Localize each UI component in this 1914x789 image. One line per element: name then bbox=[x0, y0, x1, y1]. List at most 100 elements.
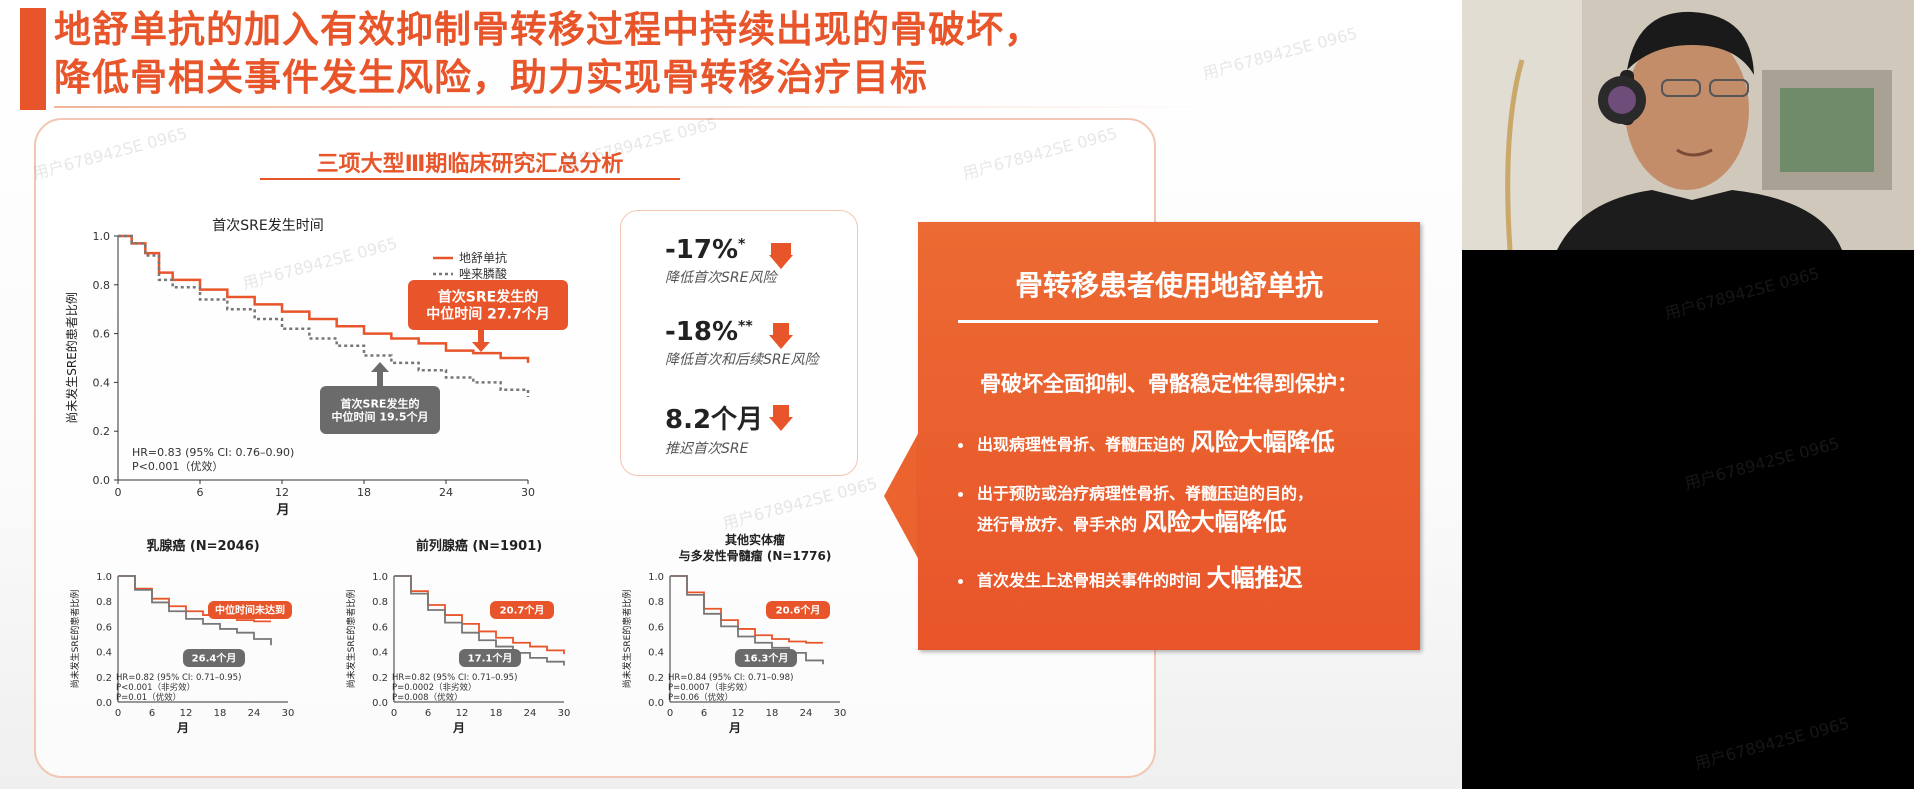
bullet-emphasis: 风险大幅降低 bbox=[1142, 508, 1287, 536]
watermark: 用户678942SE 0965 bbox=[1692, 713, 1852, 774]
x-tick-label: 6 bbox=[425, 708, 431, 719]
y-tick-label: 0.6 bbox=[93, 328, 111, 341]
series-line-denosumab bbox=[118, 575, 271, 623]
series-line-denosumab bbox=[670, 575, 823, 644]
down-arrow-icon bbox=[769, 323, 793, 349]
callout-denosumab-box bbox=[208, 601, 292, 619]
y-tick-label: 1.0 bbox=[93, 230, 111, 243]
stat-desc: 降低首次SRE风险 bbox=[665, 270, 777, 286]
callout-zoledronic-text: 26.4个月 bbox=[192, 652, 237, 665]
p-text: P=0.01（优效） bbox=[116, 692, 181, 703]
down-arrow-icon bbox=[769, 405, 793, 431]
title-accent-bar bbox=[20, 8, 46, 110]
p-text: P<0.001（优效） bbox=[132, 459, 223, 473]
summary-subtitle: 骨破坏全面抑制、骨骼稳定性得到保护： bbox=[980, 372, 1358, 396]
summary-bullet-1: 出现病理性骨折、脊髓压迫的 风险大幅降低 bbox=[958, 428, 1335, 459]
callout-zoledronic-box bbox=[183, 649, 245, 667]
x-tick-label: 24 bbox=[800, 708, 813, 719]
y-tick-label: 0.8 bbox=[372, 597, 388, 608]
webcam-black-area: 用户678942SE 0965 用户678942SE 0965 用户678942… bbox=[1462, 250, 1914, 789]
y-axis-label: 尚未发生SRE的患者比例 bbox=[345, 590, 357, 689]
callout-denosumab-text: 20.6个月 bbox=[776, 604, 821, 617]
bullet-text: 出现病理性骨折、脊髓压迫的 bbox=[977, 435, 1186, 454]
series-line-denosumab bbox=[118, 234, 530, 363]
y-tick-label: 0.0 bbox=[372, 698, 388, 709]
callout-denosumab-text: 中位时间未达到 bbox=[215, 604, 285, 617]
y-axis-label: 尚未发生SRE的患者比例 bbox=[64, 292, 79, 424]
y-tick-label: 0.8 bbox=[96, 597, 112, 608]
chart-title: 乳腺癌 (N=2046) bbox=[146, 538, 259, 554]
chart-title: 首次SRE发生时间 bbox=[212, 218, 323, 234]
legend-label: 地舒单抗 bbox=[459, 250, 507, 265]
callout-denosumab-text: 20.7个月 bbox=[500, 604, 545, 617]
stat-sup: * bbox=[738, 236, 746, 253]
x-tick-label: 0 bbox=[391, 708, 397, 719]
y-tick-label: 1.0 bbox=[648, 572, 664, 583]
callout-arrow bbox=[371, 362, 389, 386]
y-tick-label: 0.6 bbox=[96, 622, 112, 633]
watermark: 用户678942SE 0965 bbox=[1682, 433, 1842, 494]
x-tick-label: 12 bbox=[180, 708, 193, 719]
x-tick-label: 18 bbox=[214, 708, 227, 719]
callout-denosumab-box bbox=[490, 601, 554, 619]
y-tick-label: 0.0 bbox=[96, 698, 112, 709]
breast-cancer-chart: 乳腺癌 (N=2046) 0.0 0.2 0.4 0.6 0.8 1.0 0 6 12 18 24 30… bbox=[69, 538, 294, 735]
y-tick-label: 1.0 bbox=[96, 572, 112, 583]
y-tick-label: 0.6 bbox=[648, 622, 664, 633]
x-tick-label: 30 bbox=[521, 486, 535, 499]
stat-value: -18% bbox=[665, 317, 739, 347]
y-tick-label: 0.0 bbox=[93, 474, 111, 487]
x-axis-label: 月 bbox=[275, 503, 289, 518]
summary-bullet-2: 出于预防或治疗病理性骨折、脊髓压迫的目的， 进行骨放疗、骨手术的 风险大幅降低 bbox=[958, 480, 1313, 539]
title-divider bbox=[54, 106, 1234, 108]
callout-zoledronic-text: 17.1个月 bbox=[468, 652, 513, 665]
bullet-emphasis: 风险大幅降低 bbox=[1190, 428, 1335, 456]
callout-denosumab-text: 中位时间 27.7个月 bbox=[426, 305, 549, 322]
x-tick-label: 12 bbox=[732, 708, 745, 719]
callout-denosumab-box bbox=[766, 601, 830, 619]
presentation-slide: 地舒单抗的加入有效抑制骨转移过程中持续出现的骨破坏， 降低骨相关事件发生风险，助… bbox=[0, 0, 1462, 789]
y-tick-label: 0.4 bbox=[372, 648, 388, 659]
p-text: P<0.001（非劣效） bbox=[116, 682, 195, 693]
summary-title: 骨转移患者使用地舒单抗 bbox=[1014, 269, 1323, 302]
y-axis-label: 尚未发生SRE的患者比例 bbox=[621, 590, 633, 689]
hr-text: HR=0.83 (95% CI: 0.76–0.90) bbox=[132, 446, 294, 459]
x-axis-label: 月 bbox=[728, 721, 741, 735]
x-tick-label: 12 bbox=[275, 486, 289, 499]
x-tick-label: 24 bbox=[524, 708, 537, 719]
x-tick-label: 0 bbox=[115, 708, 121, 719]
stat-delay: 8.2个月 推迟首次SRE bbox=[665, 399, 763, 458]
chart-title: 前列腺癌 (N=1901) bbox=[416, 538, 542, 554]
watermark: 用户678942SE 0965 bbox=[1662, 263, 1822, 324]
y-tick-label: 0.2 bbox=[96, 673, 112, 684]
x-axis-label: 月 bbox=[176, 721, 189, 735]
y-tick-label: 0.4 bbox=[96, 648, 112, 659]
y-tick-label: 0.6 bbox=[372, 622, 388, 633]
legend-label: 唑来膦酸 bbox=[459, 266, 507, 281]
y-tick-label: 0.4 bbox=[93, 376, 111, 389]
stat-desc: 推迟首次SRE bbox=[665, 441, 749, 457]
x-tick-label: 24 bbox=[439, 486, 453, 499]
panel-title-underline bbox=[260, 178, 680, 180]
watermark: 用户678942SE 0965 bbox=[1200, 23, 1360, 84]
webcam-person-image bbox=[1462, 0, 1914, 250]
bullet-text: 出于预防或治疗病理性骨折、脊髓压迫的目的， bbox=[977, 484, 1314, 503]
bullet-dot bbox=[958, 492, 963, 497]
panel-title: 三项大型Ⅲ期临床研究汇总分析 bbox=[316, 152, 624, 177]
stat-sre-risk: -17%* 降低首次SRE风险 bbox=[665, 235, 776, 287]
hr-text: HR=0.82 (95% CI: 0.71–0.95) bbox=[116, 673, 241, 683]
p-text: P=0.06（优效） bbox=[668, 692, 733, 703]
bullet-dot bbox=[958, 443, 963, 448]
x-tick-label: 18 bbox=[766, 708, 779, 719]
x-tick-label: 18 bbox=[490, 708, 503, 719]
y-tick-label: 0.8 bbox=[648, 597, 664, 608]
bullet-text: 首次发生上述骨相关事件的时间 bbox=[977, 571, 1202, 590]
bullet-dot bbox=[958, 579, 963, 584]
series-line-zoledronic bbox=[394, 575, 565, 666]
summary-box-pointer bbox=[884, 430, 920, 562]
x-tick-label: 0 bbox=[667, 708, 673, 719]
callout-zoledronic-box bbox=[320, 386, 440, 434]
series-line-zoledronic bbox=[118, 575, 272, 646]
webcam-feed bbox=[1462, 0, 1914, 250]
